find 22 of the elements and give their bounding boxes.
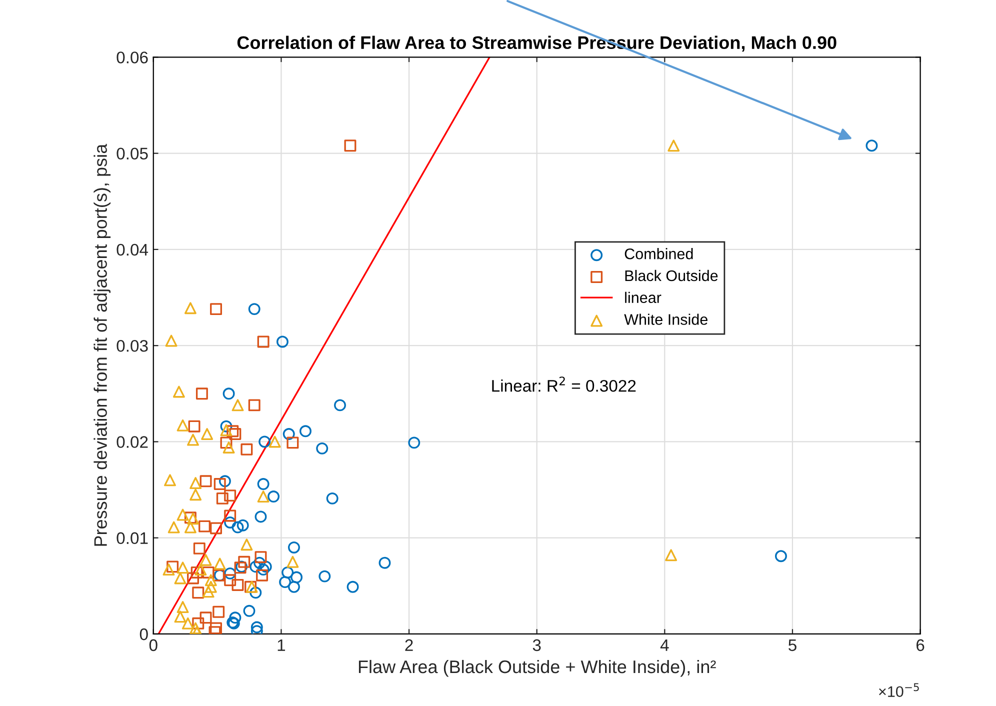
text: ×10$^{−5}$ bbox=[879, 683, 919, 698]
x-tick-label: 3 bbox=[532, 639, 541, 652]
y-axis-title: Pressure deviation from fit of adjacent port(s), psia bbox=[94, 144, 111, 546]
legend-label: White Inside bbox=[624, 314, 708, 325]
x-tick-label: 5 bbox=[788, 639, 796, 652]
x-tick-label: 6 bbox=[916, 639, 924, 652]
y-tick-label: 0.04 bbox=[116, 244, 148, 256]
legend-label: linear bbox=[625, 292, 662, 304]
y-tick-label: 0.01 bbox=[116, 532, 148, 544]
x-tick-label: 2 bbox=[405, 639, 413, 651]
y-tick-label: 0 bbox=[140, 628, 148, 640]
y-tick-label: 0.06 bbox=[116, 52, 148, 64]
legend-label: Black Outside bbox=[625, 270, 718, 282]
x-tick-label: 0 bbox=[149, 639, 158, 652]
x-axis-title: Flaw Area (Black Outside + White Inside), in² bbox=[358, 660, 716, 677]
legend-label: Combined bbox=[624, 248, 693, 260]
x-tick-label: 1 bbox=[278, 639, 286, 651]
y-tick-label: 0.03 bbox=[116, 340, 148, 352]
annotation: Linear: R$^{2}$ = 0.3022 bbox=[492, 376, 636, 392]
x-tick-label: 4 bbox=[660, 639, 669, 651]
y-tick-label: 0.02 bbox=[116, 436, 148, 448]
y-tick-label: 0.05 bbox=[116, 148, 148, 160]
